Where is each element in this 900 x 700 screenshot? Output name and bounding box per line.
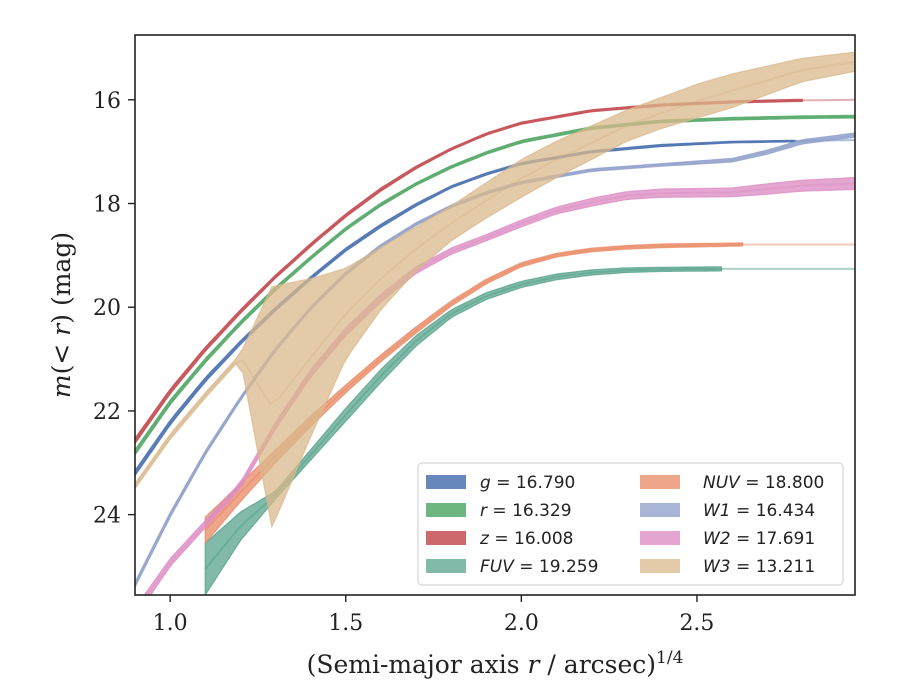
- legend-label-fuv: FUV = 19.259: [480, 557, 598, 577]
- series-z-band: [135, 98, 803, 445]
- legend-label-w2: W2 = 17.691: [703, 529, 815, 549]
- legend-swatch-r: [426, 503, 466, 517]
- x-tick-label: 2.5: [679, 611, 714, 636]
- x-tick-label: 2.0: [504, 611, 539, 636]
- legend-label-z: z = 16.008: [479, 529, 573, 549]
- legend-label-w3: W3 = 13.211: [703, 557, 815, 577]
- plot-frame: [134, 34, 856, 596]
- series-r-band: [135, 114, 855, 457]
- legend-label-r: r = 16.329: [480, 501, 572, 521]
- ticks-layer: 1.0 1.5 2.0 2.5 16 18 20 22 24: [93, 89, 714, 636]
- legend-label-w1: W1 = 16.434: [703, 501, 815, 521]
- legend: g = 16.790 r = 16.329 z = 16.008 FUV = 1…: [417, 462, 844, 586]
- legend-box: [417, 462, 844, 586]
- y-tick-label: 18: [93, 193, 121, 218]
- legend-swatch-w2: [640, 531, 680, 545]
- legend-swatch-g: [426, 475, 466, 489]
- x-axis-label: (Semi-major axis r / arcsec)1/4: [307, 648, 684, 679]
- y-tick-label: 22: [93, 400, 121, 425]
- legend-label-g: g = 16.790: [480, 473, 575, 493]
- legend-swatch-w3: [640, 559, 680, 573]
- x-tick-label: 1.0: [153, 611, 188, 636]
- series-w3-band: [135, 51, 855, 529]
- legend-label-nuv: NUV = 18.800: [703, 473, 824, 493]
- series-w3-extension: [135, 60, 855, 487]
- y-tick-label: 16: [93, 89, 121, 114]
- legend-swatch-nuv: [640, 475, 680, 489]
- legend-swatch-fuv: [426, 559, 466, 573]
- x-tick-label: 1.5: [328, 611, 363, 636]
- series-nuv-band: [204, 242, 744, 545]
- y-tick-label: 24: [93, 504, 121, 529]
- series-fuv-band: [204, 266, 723, 595]
- legend-swatch-w1: [640, 503, 680, 517]
- series-r-extension: [135, 115, 855, 453]
- y-tick-label: 20: [93, 296, 121, 321]
- y-axis-label: m(< r) (mag): [47, 232, 76, 398]
- legend-swatch-z: [426, 531, 466, 545]
- series-layer: [135, 51, 855, 595]
